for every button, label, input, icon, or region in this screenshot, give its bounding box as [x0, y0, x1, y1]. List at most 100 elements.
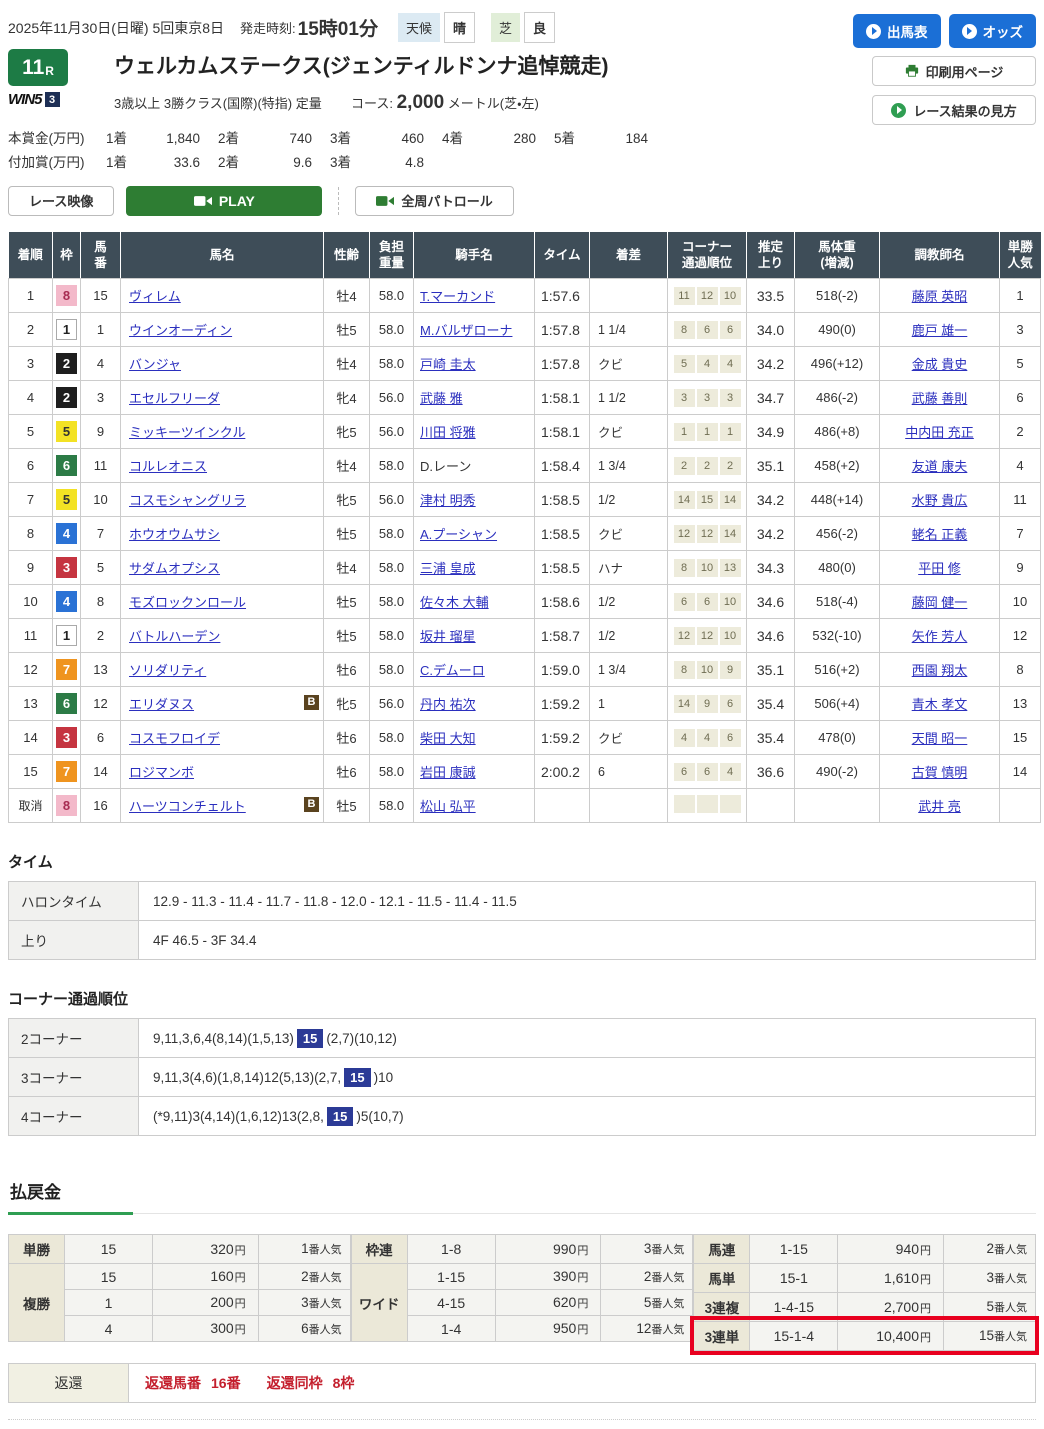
trainer-link[interactable]: 西園 翔太	[911, 663, 968, 679]
finish-position: 6	[8, 448, 53, 484]
frame-cell: 7	[52, 652, 81, 688]
jockey-link[interactable]: T.マーカンド	[420, 289, 496, 305]
trainer-link[interactable]: 藤原 英昭	[911, 289, 968, 305]
jockey-link[interactable]: C.デムーロ	[420, 663, 485, 679]
jockey-link[interactable]: 武藤 雅	[420, 391, 463, 407]
trainer-link[interactable]: 友道 康夫	[911, 459, 968, 475]
trainer-link[interactable]: 天間 昭一	[911, 731, 968, 747]
frame-number-badge: 4	[56, 523, 77, 545]
finish-position: 1	[8, 278, 53, 314]
trainer-link[interactable]: 平田 修	[918, 561, 961, 577]
payout-combination: 4-15	[406, 1289, 496, 1317]
horse-link[interactable]: サダムオプシス	[129, 561, 221, 577]
horse-link[interactable]: エセルフリーダ	[129, 391, 221, 407]
payout-group-table: 馬連 1-15 940円 2番人気 馬単 15-1 1,610円 3番人気 3連複 1-4-15 2…	[693, 1234, 1037, 1352]
trainer-link[interactable]: 青木 孝文	[911, 697, 968, 713]
corner-order-text: )10	[373, 1069, 394, 1085]
patrol-video-button[interactable]: 全周パトロール	[355, 185, 514, 216]
payout-amount: 10,400円	[837, 1321, 945, 1352]
popularity-suffix: 番人気	[651, 1271, 685, 1284]
corner-label: 4コーナー	[8, 1096, 139, 1137]
jockey-cell: 川田 将雅	[413, 414, 535, 450]
jockey-link[interactable]: 津村 明秀	[420, 493, 476, 509]
win-popularity: 13	[999, 686, 1041, 722]
frame-number-badge: 7	[56, 761, 77, 783]
yen-suffix: 円	[234, 1244, 246, 1257]
corner-pos: 9	[719, 660, 741, 679]
video-camera-icon	[376, 195, 395, 206]
play-button[interactable]: PLAY	[126, 185, 323, 216]
corner-pos: 1	[673, 422, 695, 441]
results-col-header: 馬名	[120, 231, 324, 280]
jockey-link[interactable]: 戸崎 圭太	[420, 357, 476, 373]
horse-link[interactable]: バトルハーデン	[129, 629, 221, 645]
horse-link[interactable]: エリダヌス	[129, 697, 195, 713]
trainer-link[interactable]: 蛯名 正義	[911, 527, 968, 543]
payout-amount: 990円	[494, 1234, 602, 1265]
race-number-column: 11 R WIN5 3	[8, 49, 114, 119]
sex-age: 牝5	[323, 414, 370, 450]
entries-button[interactable]: 出馬表	[853, 14, 941, 48]
trainer-link[interactable]: 武井 亮	[918, 799, 961, 815]
race-video-button[interactable]: レース映像	[8, 185, 115, 216]
jockey-link[interactable]: 柴田 大知	[420, 731, 476, 747]
horse-link[interactable]: ヴィレム	[129, 289, 181, 305]
body-weight: 516(+2)	[794, 652, 880, 688]
extra-prize-values: 1着 33.6 2着 9.6 3着 4.8	[106, 151, 442, 175]
trainer-link[interactable]: 古賀 慎明	[911, 765, 968, 781]
payout-combination: 15	[64, 1234, 153, 1265]
odds-button[interactable]: オッズ	[948, 14, 1036, 48]
results-table: 着順枠馬 番馬名 性齢 負担 重量 騎手名 タイム 着差 コーナー 通過順位 推定 上り 馬体重…	[8, 231, 1041, 824]
finish-position: 9	[8, 550, 53, 586]
horse-number: 12	[80, 686, 121, 722]
last-3f: 34.2	[746, 346, 795, 382]
trainer-link[interactable]: 武藤 善則	[911, 391, 968, 407]
horse-link[interactable]: ウインオーディン	[129, 323, 233, 339]
horse-link[interactable]: ミッキーツインクル	[129, 425, 246, 441]
horse-link[interactable]: ソリダリティ	[129, 663, 207, 679]
horse-link[interactable]: ロジマンボ	[129, 765, 195, 781]
jockey-link[interactable]: A.プーシャン	[420, 527, 498, 543]
how-to-read-button[interactable]: レース結果の見方	[872, 95, 1036, 125]
corner-pos: 12	[696, 286, 718, 305]
results-col-header: 枠	[52, 231, 81, 280]
jockey-link[interactable]: 川田 将雅	[420, 425, 476, 441]
corner-pos: 6	[673, 762, 695, 781]
corner-pos: 8	[673, 320, 695, 339]
frame-cell: 5	[52, 482, 81, 518]
trainer-cell: 天間 昭一	[879, 720, 1000, 756]
horse-number: 2	[80, 618, 121, 654]
trainer-link[interactable]: 藤岡 健一	[911, 595, 968, 611]
corner-order-text: 9,11,3,6,4(8,14)(1,5,13)	[153, 1030, 294, 1046]
trainer-link[interactable]: 鹿戸 雄一	[911, 323, 968, 339]
finish-time: 1:59.2	[534, 686, 590, 722]
horse-link[interactable]: モズロックンロール	[129, 595, 247, 611]
trainer-link[interactable]: 水野 貴広	[911, 493, 968, 509]
print-page-button[interactable]: 印刷用ページ	[872, 56, 1036, 86]
horse-link[interactable]: バンジャ	[129, 357, 182, 373]
horse-link[interactable]: ホウオウムサシ	[129, 527, 221, 543]
carried-weight: 58.0	[369, 448, 414, 484]
horse-link[interactable]: コルレオニス	[129, 459, 208, 475]
jockey-link[interactable]: 佐々木 大輔	[420, 595, 489, 611]
horse-link[interactable]: ハーツコンチェルト	[129, 799, 246, 815]
jockey-link[interactable]: 岩田 康誠	[420, 765, 476, 781]
jockey-link[interactable]: 丹内 祐次	[420, 697, 476, 713]
horse-number: 1	[80, 312, 121, 348]
payout-popularity: 12番人気	[600, 1315, 694, 1343]
horse-link[interactable]: コスモシャングリラ	[129, 493, 247, 509]
jockey-link[interactable]: M.バルザローナ	[420, 323, 513, 339]
payout-group: 単勝 15 320円 1番人気 複勝 15 160円 2番人気 1 200円 3番人気 4 300円 6番…	[8, 1234, 351, 1351]
sex-age: 牡4	[323, 278, 370, 314]
arrow-circle-icon	[866, 23, 881, 39]
horse-link[interactable]: コスモフロイデ	[129, 731, 221, 747]
trainer-link[interactable]: 中内田 充正	[905, 425, 974, 441]
jockey-link[interactable]: 松山 弘平	[420, 799, 476, 815]
trainer-link[interactable]: 矢作 芳人	[911, 629, 968, 645]
payout-amount: 390円	[494, 1263, 602, 1291]
jockey-link[interactable]: 三浦 皇成	[420, 561, 476, 577]
corner-pos: 5	[673, 354, 695, 373]
trainer-link[interactable]: 金成 貴史	[911, 357, 968, 373]
jockey-link[interactable]: 坂井 瑠星	[420, 629, 476, 645]
popularity-suffix: 番人気	[651, 1297, 685, 1310]
